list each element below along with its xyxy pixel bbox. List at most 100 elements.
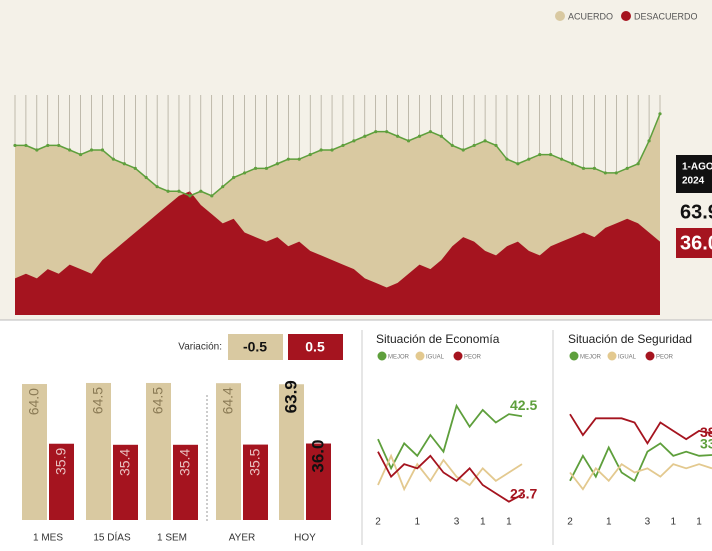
point bbox=[636, 162, 640, 166]
x-tick-label: 1 bbox=[414, 517, 420, 528]
point bbox=[78, 152, 83, 157]
point bbox=[603, 171, 607, 175]
legend-swatch bbox=[621, 11, 631, 21]
point bbox=[221, 185, 225, 189]
value-label: 63.9 bbox=[680, 201, 712, 223]
point bbox=[560, 157, 564, 161]
date-box bbox=[676, 155, 712, 193]
point bbox=[625, 166, 629, 170]
value-label: 64.0 bbox=[26, 388, 42, 415]
legend-label: MEJOR bbox=[388, 355, 410, 361]
point bbox=[188, 194, 192, 198]
bar bbox=[216, 383, 241, 520]
value-label: 38.4 bbox=[700, 424, 712, 440]
x-tick-label: 1 bbox=[696, 517, 702, 528]
x-tick-label: AYER bbox=[229, 533, 256, 544]
line bbox=[15, 113, 661, 197]
point bbox=[363, 134, 367, 138]
line bbox=[569, 413, 712, 446]
point bbox=[538, 152, 542, 157]
legend-swatch bbox=[569, 351, 579, 361]
value-label: 35.4 bbox=[177, 449, 193, 476]
legend-label: PEOR bbox=[464, 355, 482, 361]
point bbox=[549, 152, 553, 157]
point bbox=[505, 157, 509, 161]
bar bbox=[306, 443, 331, 520]
point bbox=[396, 134, 400, 138]
point bbox=[286, 157, 290, 161]
point bbox=[319, 148, 323, 152]
legend-swatch bbox=[607, 351, 617, 361]
point bbox=[406, 139, 411, 143]
point bbox=[46, 143, 50, 148]
point bbox=[210, 194, 214, 198]
point bbox=[57, 143, 61, 148]
point bbox=[439, 134, 443, 138]
point bbox=[68, 148, 72, 152]
point bbox=[100, 148, 105, 152]
legend-label: DESACUERDO bbox=[634, 11, 698, 21]
variation-box bbox=[228, 334, 283, 360]
point bbox=[527, 157, 531, 161]
bar bbox=[173, 444, 198, 520]
point bbox=[385, 130, 389, 134]
legend-swatch bbox=[377, 351, 387, 361]
value-label: 35.4 bbox=[117, 449, 133, 476]
line bbox=[569, 462, 712, 491]
bar bbox=[86, 382, 111, 520]
point bbox=[428, 130, 433, 134]
value-label: 33.2 bbox=[700, 436, 712, 452]
value-label: 36.0 bbox=[680, 232, 712, 254]
value-label: 35.9 bbox=[53, 448, 69, 475]
point bbox=[111, 157, 115, 161]
value-label: 64.5 bbox=[150, 387, 166, 414]
legend-label: MEJOR bbox=[580, 355, 602, 361]
bar bbox=[49, 443, 74, 520]
point bbox=[494, 143, 498, 148]
value-label: 64.4 bbox=[220, 387, 236, 414]
chart-title: Situación de Seguridad bbox=[568, 332, 692, 346]
legend-label: PEOR bbox=[656, 355, 674, 361]
date-label: 2024 bbox=[682, 176, 705, 187]
legend-swatch bbox=[453, 351, 463, 361]
variation-value: -0.5 bbox=[243, 339, 267, 355]
x-tick-label: 1 bbox=[506, 517, 512, 528]
point bbox=[483, 139, 487, 143]
point bbox=[232, 175, 236, 180]
legend-swatch bbox=[555, 11, 565, 21]
x-tick-label: 15 DÍAS bbox=[93, 531, 131, 544]
point bbox=[275, 162, 279, 166]
line bbox=[377, 451, 523, 503]
point bbox=[374, 130, 378, 134]
bar bbox=[243, 444, 268, 520]
legend-label: IGUAL bbox=[426, 355, 445, 361]
legend-swatch bbox=[415, 351, 425, 361]
x-tick-label: 1 bbox=[606, 517, 612, 528]
point bbox=[461, 148, 465, 152]
line bbox=[377, 403, 523, 471]
point bbox=[417, 134, 422, 138]
point bbox=[253, 166, 258, 170]
date-label: 1-AGO bbox=[682, 162, 712, 173]
point bbox=[264, 166, 269, 170]
point bbox=[570, 162, 575, 166]
point bbox=[658, 112, 662, 116]
point bbox=[155, 185, 159, 189]
x-tick-label: 1 SEM bbox=[157, 533, 187, 544]
point bbox=[450, 143, 454, 148]
point bbox=[341, 143, 345, 148]
variation-box bbox=[288, 334, 343, 360]
bar bbox=[279, 384, 304, 520]
value-label: 42.5 bbox=[510, 397, 537, 413]
point bbox=[472, 143, 476, 148]
point bbox=[352, 139, 356, 143]
variation-label: Variación: bbox=[178, 342, 222, 353]
point bbox=[242, 171, 247, 175]
legend-label: IGUAL bbox=[618, 355, 637, 361]
value-label: 63.9 bbox=[281, 380, 300, 413]
value-label: 23.7 bbox=[510, 485, 537, 501]
point bbox=[133, 166, 137, 170]
point bbox=[177, 189, 181, 193]
area bbox=[15, 191, 660, 315]
